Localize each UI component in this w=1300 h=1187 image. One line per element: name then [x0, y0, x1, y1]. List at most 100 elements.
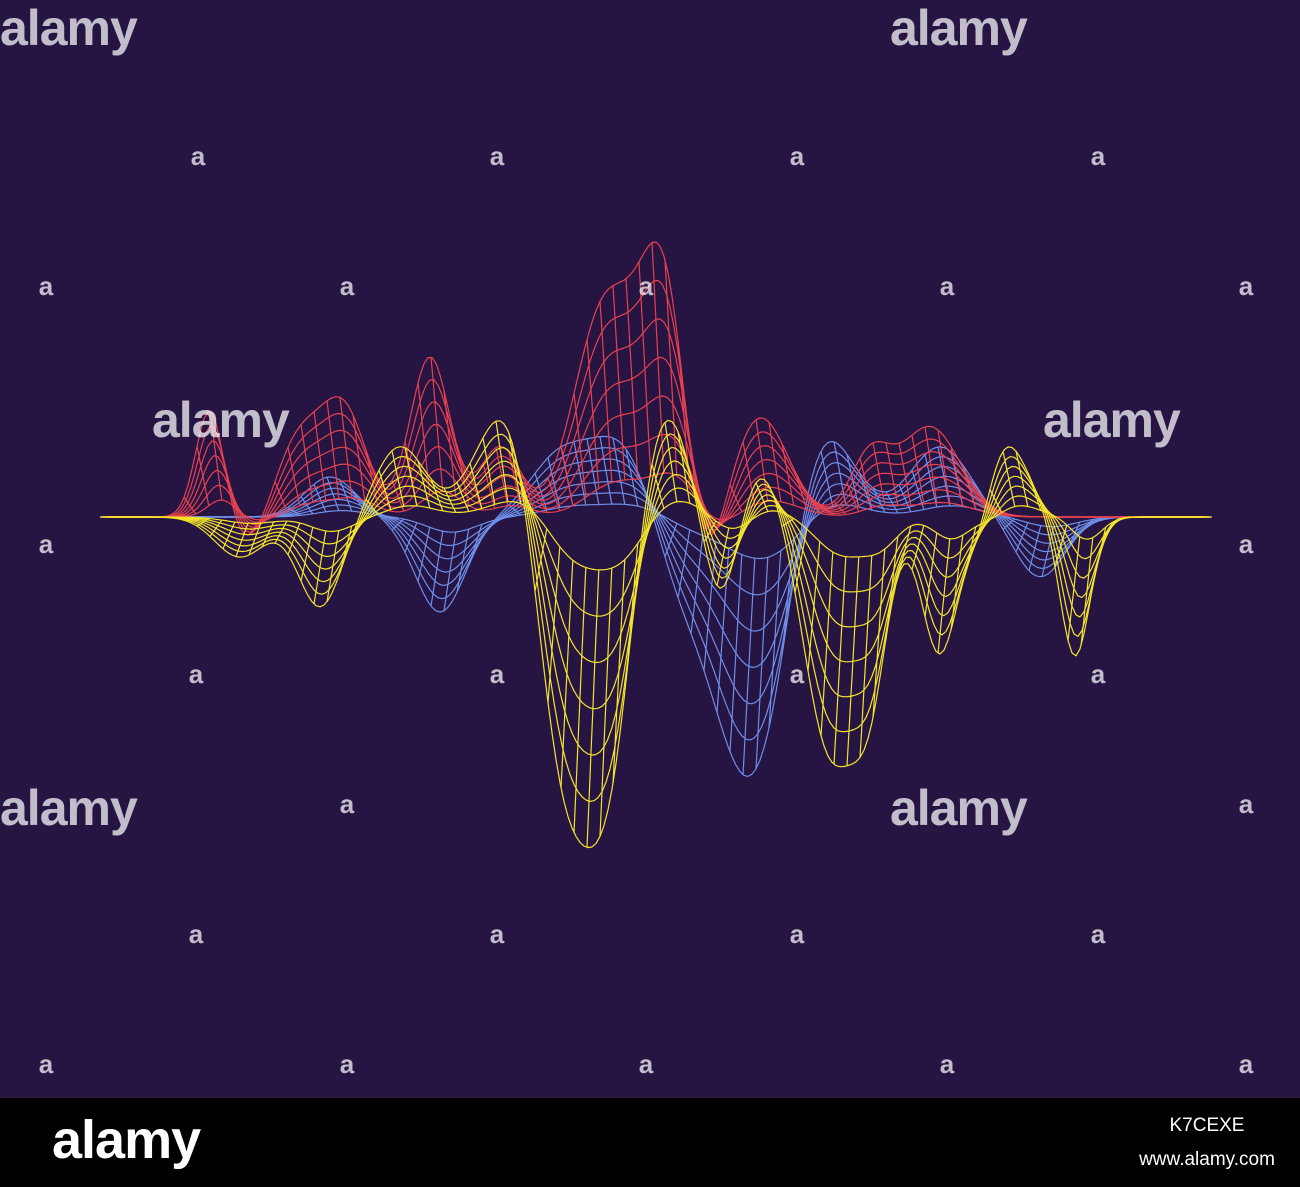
- wave-rib: [612, 559, 626, 784]
- wave-rib: [651, 242, 665, 474]
- watermark-mark: a: [191, 141, 206, 171]
- wave-rib: [1028, 525, 1042, 571]
- wave-rib: [937, 446, 951, 506]
- wave-rib: [287, 447, 301, 506]
- wave-rib: [833, 501, 847, 515]
- wave-rib: [339, 397, 353, 498]
- wave-rib: [625, 278, 639, 479]
- wave-rib: [911, 435, 925, 505]
- wave-rib: [573, 441, 587, 506]
- wave-rib: [976, 519, 990, 538]
- footer-url: www.alamy.com: [1138, 1149, 1275, 1170]
- wave-rib: [352, 490, 366, 514]
- wave-rib: [1093, 526, 1107, 580]
- wave-contour: [111, 500, 1212, 571]
- wave-rib: [586, 569, 600, 848]
- wave-mesh: [100, 241, 1212, 536]
- wave-rib: [456, 482, 470, 512]
- wave-rib: [872, 549, 886, 718]
- wave-rib: [859, 555, 873, 758]
- wireframe-waves: [100, 241, 1212, 849]
- wave-rib: [300, 424, 314, 503]
- wave-rib: [664, 422, 678, 502]
- wave-rib: [898, 525, 912, 574]
- watermark-mark: a: [490, 919, 505, 949]
- footer-brand: alamy: [52, 1110, 201, 1170]
- wave-rib: [677, 529, 691, 598]
- watermark-mark: a: [1239, 1049, 1254, 1079]
- wave-rib: [209, 519, 223, 537]
- wave-rib: [508, 504, 522, 516]
- wave-rib: [404, 522, 418, 553]
- wave-rib: [469, 472, 483, 511]
- wave-rib: [1080, 537, 1094, 646]
- watermark-mark: a: [790, 141, 805, 171]
- footer-image-id: K7CEXE: [1170, 1115, 1245, 1136]
- wave-rib: [872, 442, 886, 506]
- watermark: alamy: [152, 392, 290, 448]
- wave-rib: [547, 457, 561, 508]
- wave-rib: [352, 414, 366, 501]
- watermark-mark: a: [639, 1049, 654, 1079]
- wave-rib: [937, 538, 951, 654]
- wave-rib: [534, 487, 548, 513]
- wave-rib: [768, 550, 782, 728]
- wave-rib: [235, 523, 249, 557]
- wave-rib: [443, 487, 457, 513]
- wave-rib: [690, 535, 704, 634]
- wave-rib: [612, 285, 626, 481]
- wave-rib: [859, 457, 873, 508]
- background: [0, 0, 1300, 1098]
- wave-contour: [111, 503, 1212, 560]
- wave-rib: [1054, 524, 1068, 568]
- wave-rib: [495, 421, 509, 502]
- wave-rib: [430, 356, 444, 492]
- wave-rib: [599, 436, 613, 505]
- wave-rib: [950, 446, 964, 506]
- wave-rib: [313, 530, 327, 605]
- watermark-mark: a: [1239, 529, 1254, 559]
- wave-rib: [560, 444, 574, 506]
- wave-rib: [794, 471, 808, 510]
- wave-rib: [768, 422, 782, 502]
- wave-rib: [833, 556, 847, 765]
- wave-rib: [1041, 508, 1055, 517]
- wave-rib: [1067, 536, 1081, 641]
- wave-rib: [768, 485, 782, 513]
- wave-rib: [911, 525, 925, 570]
- watermark-mark: a: [1091, 919, 1106, 949]
- watermark-mark: a: [39, 529, 54, 559]
- wave-rib: [287, 506, 301, 516]
- wave-rib: [313, 411, 327, 501]
- wave-rib: [508, 452, 522, 507]
- watermark-mark: a: [189, 919, 204, 949]
- wave-rib: [326, 530, 340, 602]
- wave-rib: [846, 483, 860, 512]
- wave-rib: [716, 527, 730, 586]
- wave-rib: [911, 469, 925, 510]
- wave-rib: [521, 474, 535, 511]
- watermark: alamy: [0, 780, 138, 836]
- watermark-mark: a: [39, 1049, 54, 1079]
- wave-rib: [820, 504, 834, 516]
- wave-rib: [534, 528, 548, 592]
- wave-rib: [885, 491, 899, 514]
- wave-rib: [898, 443, 912, 506]
- watermark-mark: a: [1091, 659, 1106, 689]
- wave-rib: [482, 463, 496, 509]
- wave-rib: [469, 524, 483, 563]
- wave-rib: [495, 447, 509, 507]
- wave-rib: [443, 531, 457, 611]
- wave-rib: [365, 503, 379, 516]
- wave-rib: [1002, 451, 1016, 507]
- wave-rib: [196, 446, 210, 506]
- watermark-mark: a: [790, 659, 805, 689]
- wave-rib: [222, 521, 236, 549]
- watermark-mark: a: [940, 271, 955, 301]
- wave-rib: [703, 541, 717, 671]
- wave-rib: [885, 536, 899, 639]
- wave-rib: [924, 426, 938, 503]
- watermark-mark: a: [189, 659, 204, 689]
- wave-contour: [111, 472, 1212, 521]
